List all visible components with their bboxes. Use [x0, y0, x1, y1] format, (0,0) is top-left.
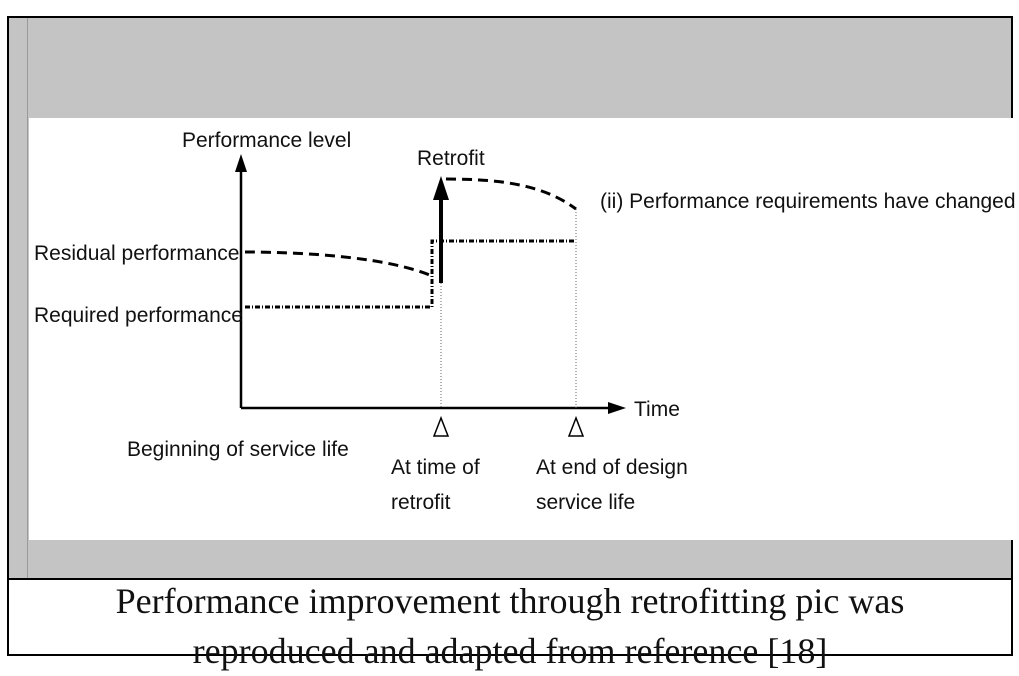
end-of-life-marker — [567, 415, 585, 437]
end-of-life-label-line-1: At end of design — [536, 456, 688, 479]
end-of-life-label-line-2: service life — [536, 491, 635, 514]
retrofit-arrowhead — [433, 176, 449, 200]
beginning-of-service-life-label: Beginning of service life — [127, 438, 349, 461]
figure-table: Performance improvement through retrofit… — [7, 16, 1017, 671]
required-performance-line — [245, 239, 576, 309]
retrofit-performance-curve — [445, 177, 577, 211]
x-axis-arrowhead — [608, 402, 626, 414]
retrofit-time-label-line-1: At time of — [391, 456, 480, 479]
residual-performance-label: Residual performance — [34, 242, 239, 265]
requirement-change-note: (ii) Performance requirements have chang… — [600, 190, 1016, 213]
retrofit-label: Retrofit — [417, 147, 485, 170]
figure-panel — [29, 118, 1017, 540]
required-performance-label: Required performance — [34, 304, 243, 327]
y-axis-label: Performance level — [182, 129, 351, 152]
cell-inner-rule — [27, 18, 28, 578]
residual-performance-curve — [244, 250, 433, 278]
figure-cell — [9, 18, 1017, 580]
performance-diagram: Performance level Time Retrofit Residual… — [34, 129, 1016, 514]
y-axis-arrowhead — [235, 154, 247, 172]
retrofit-time-label-line-2: retrofit — [391, 491, 451, 514]
caption-line-1: Performance improvement through retrofit… — [115, 581, 905, 621]
x-axis-label: Time — [634, 398, 680, 421]
retrofit-time-marker — [432, 415, 450, 437]
